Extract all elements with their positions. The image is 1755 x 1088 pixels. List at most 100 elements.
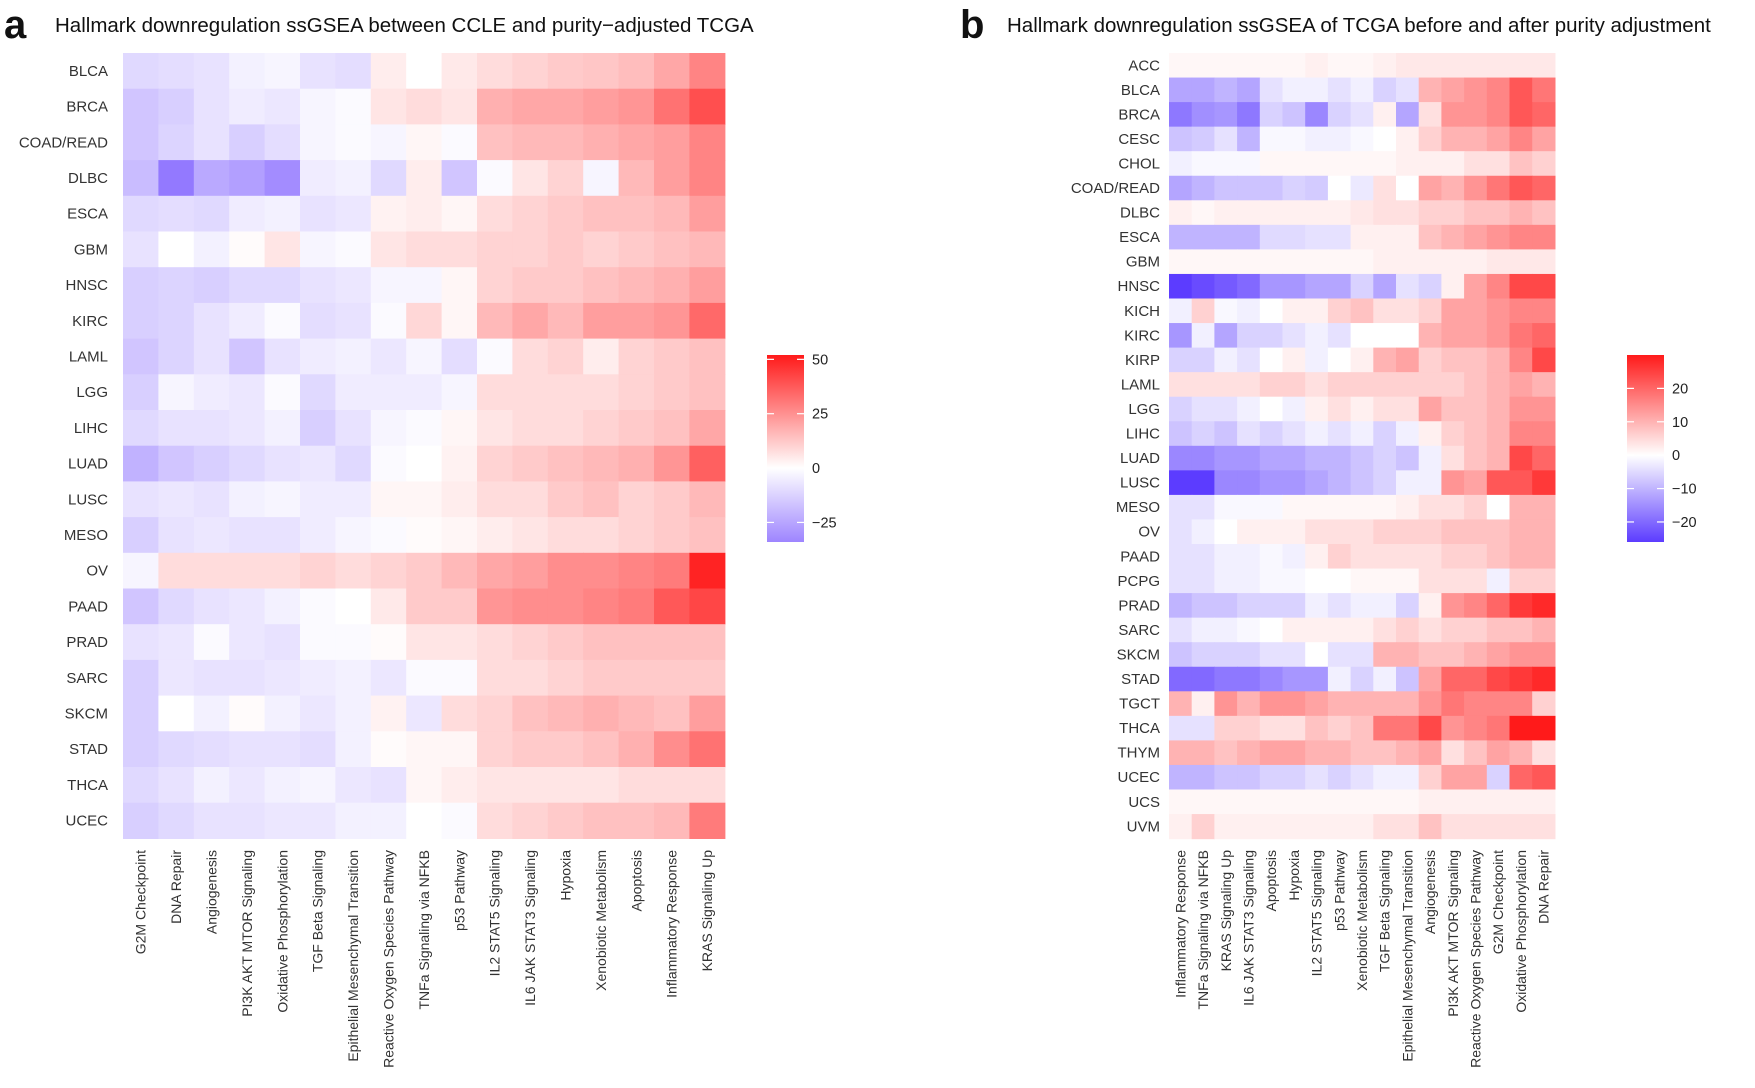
heatmap-cell-a <box>512 767 549 804</box>
row-label-a: SARC <box>66 670 108 687</box>
heatmap-cell-b <box>1441 715 1465 741</box>
heatmap-cell-a <box>689 88 726 125</box>
heatmap-cell-a <box>547 88 584 125</box>
heatmap-cell-a <box>158 267 195 304</box>
heatmap-cell-a <box>370 88 407 125</box>
heatmap-cell-b <box>1305 372 1329 398</box>
heatmap-cell-a <box>477 231 513 268</box>
heatmap-cell-b <box>1282 789 1306 815</box>
heatmap-cell-b <box>1486 740 1511 766</box>
row-label-a: THCA <box>67 777 108 794</box>
heatmap-cell-b <box>1418 691 1442 717</box>
heatmap-cell-b <box>1441 273 1465 300</box>
row-label-b: CESC <box>1118 131 1160 148</box>
heatmap-cell-a <box>335 624 372 661</box>
heatmap-cell-b <box>1486 445 1511 471</box>
heatmap-cell-b <box>1169 126 1193 152</box>
heatmap-cell-b <box>1259 249 1284 275</box>
heatmap-cell-b <box>1509 691 1533 717</box>
heatmap-cell-b <box>1509 715 1533 741</box>
heatmap-cell-b <box>1464 200 1488 226</box>
heatmap-cell-a <box>123 338 159 375</box>
heatmap-cell-b <box>1350 494 1374 521</box>
heatmap-cell-b <box>1532 175 1556 201</box>
heatmap-cell-b <box>1350 740 1374 766</box>
heatmap-cell-a <box>618 53 655 90</box>
heatmap-cell-a <box>335 552 372 590</box>
heatmap-cell-b <box>1350 715 1374 741</box>
heatmap-cell-b <box>1169 396 1193 422</box>
heatmap-cell-b <box>1441 347 1465 373</box>
heatmap-cell-b <box>1259 740 1284 766</box>
heatmap-cell-b <box>1350 347 1374 373</box>
heatmap-cell-a <box>406 624 443 661</box>
heatmap-cell-b <box>1373 396 1397 422</box>
heatmap-cell-a <box>512 588 549 625</box>
heatmap-cell-b <box>1509 764 1533 791</box>
heatmap-cell-a <box>583 659 620 697</box>
heatmap-cell-b <box>1532 740 1556 766</box>
row-label-a: ESCA <box>67 206 108 223</box>
heatmap-cell-b <box>1214 77 1238 103</box>
heatmap-cell-b <box>1327 494 1352 521</box>
heatmap-cell-a <box>123 374 159 411</box>
heatmap-cell-b <box>1396 298 1420 324</box>
heatmap-cell-a <box>547 481 584 518</box>
heatmap-cell-b <box>1214 642 1238 668</box>
heatmap-cell-b <box>1282 740 1306 766</box>
heatmap-cell-b <box>1282 224 1306 250</box>
heatmap-cell-b <box>1350 666 1374 692</box>
heatmap-cell-a <box>158 374 195 411</box>
heatmap-cell-b <box>1305 102 1329 128</box>
heatmap-cell-a <box>654 802 690 839</box>
heatmap-cell-a <box>158 731 195 768</box>
heatmap-cell-a <box>406 88 443 125</box>
heatmap-cell-b <box>1373 617 1397 643</box>
heatmap-cell-b <box>1237 593 1261 619</box>
heatmap-cell-b <box>1169 494 1193 521</box>
heatmap-cell-b <box>1396 175 1420 201</box>
heatmap-cell-b <box>1396 200 1420 226</box>
heatmap-cell-b <box>1259 224 1284 250</box>
heatmap-cell-a <box>406 374 443 411</box>
heatmap-cell-b <box>1327 715 1352 741</box>
heatmap-cell-a <box>370 445 407 482</box>
heatmap-cell-a <box>441 588 478 625</box>
heatmap-cell-a <box>123 231 159 268</box>
heatmap-cell-a <box>229 338 266 375</box>
heatmap-cell-b <box>1237 298 1261 324</box>
heatmap-cell-b <box>1441 53 1465 79</box>
heatmap-cell-b <box>1191 224 1215 250</box>
row-label-a: BRCA <box>66 99 108 116</box>
heatmap-cell-b <box>1237 494 1261 521</box>
column-label-a: DNA Repair <box>168 850 184 924</box>
heatmap-cell-b <box>1191 519 1215 545</box>
heatmap-cell-b <box>1486 273 1511 300</box>
heatmap-cell-a <box>229 731 266 768</box>
heatmap-cell-b <box>1214 715 1238 741</box>
heatmap-cell-a <box>229 124 266 161</box>
heatmap-cell-a <box>406 410 443 447</box>
heatmap-cell-a <box>441 481 478 518</box>
heatmap-cell-b <box>1464 642 1488 668</box>
heatmap-cell-b <box>1418 249 1442 275</box>
heatmap-cell-a <box>264 53 301 90</box>
heatmap-cell-b <box>1282 347 1306 373</box>
heatmap-cell-a <box>264 588 301 625</box>
heatmap-cell-b <box>1464 347 1488 373</box>
heatmap-cell-a <box>193 88 230 125</box>
row-label-b: UCS <box>1128 794 1160 811</box>
heatmap-cell-a <box>441 624 478 661</box>
column-label-a: Oxidative Phosphorylation <box>274 850 290 1013</box>
row-label-b: PCPG <box>1117 573 1160 590</box>
heatmap-cell-b <box>1532 666 1556 692</box>
row-label-a: SKCM <box>65 705 108 722</box>
legend-tick-label-b: 10 <box>1672 415 1688 431</box>
heatmap-cell-b <box>1509 273 1533 300</box>
heatmap-cell-a <box>618 445 655 482</box>
heatmap-cell-b <box>1396 77 1420 103</box>
heatmap-cell-b <box>1169 102 1193 128</box>
heatmap-cell-a <box>300 302 336 340</box>
heatmap-cell-b <box>1237 372 1261 398</box>
heatmap-cell-b <box>1486 593 1511 619</box>
